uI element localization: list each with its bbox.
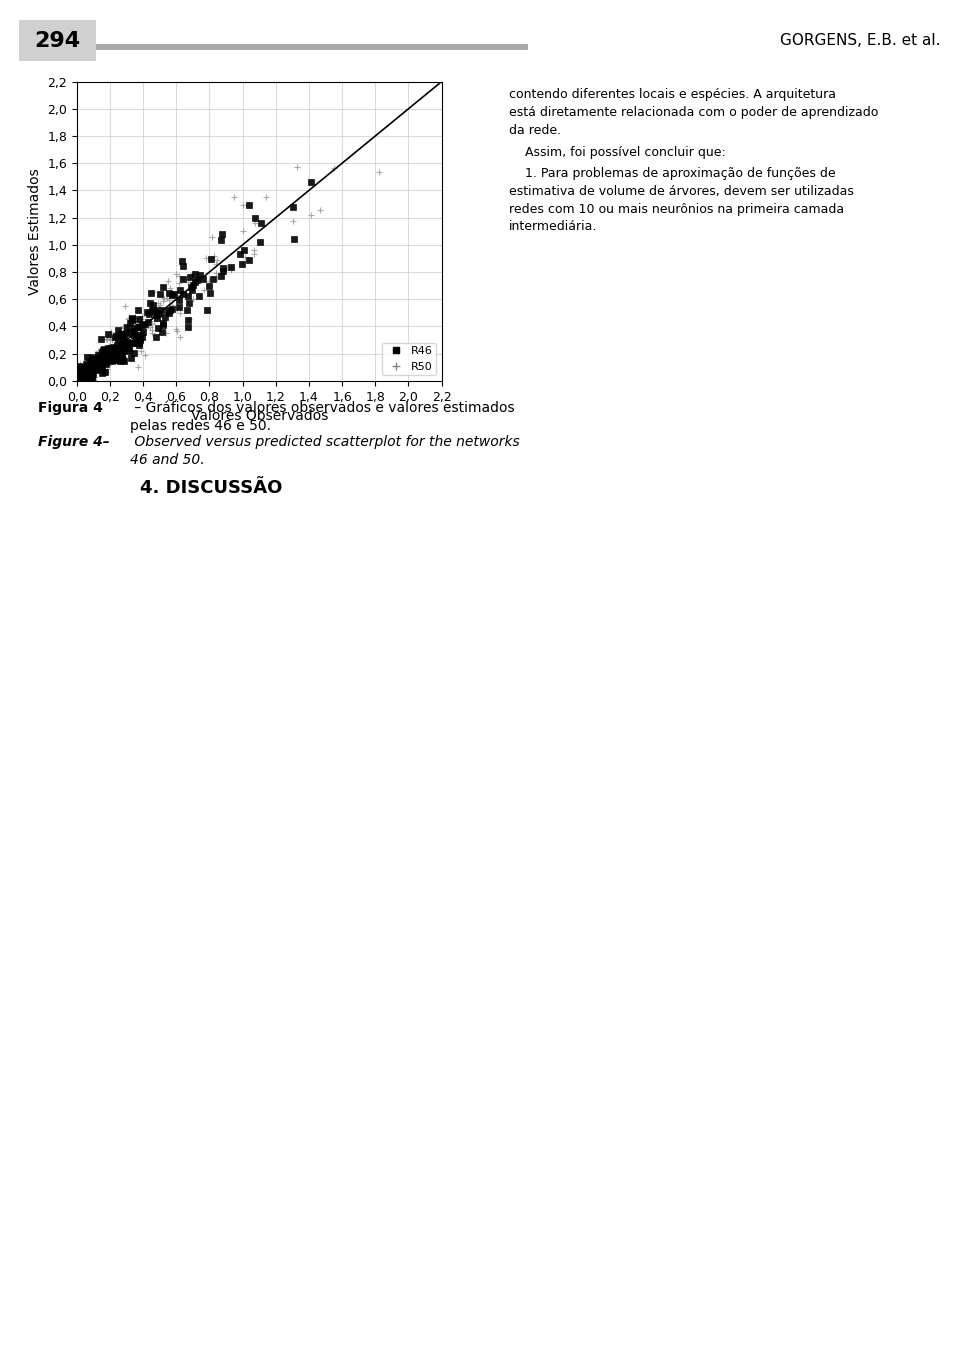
Text: Observed versus predicted scatterplot for the networks: Observed versus predicted scatterplot fo… [130,435,519,449]
Text: da rede.: da rede. [509,124,561,137]
Text: redes com 10 ou mais neurônios na primeira camada: redes com 10 ou mais neurônios na primei… [509,203,844,216]
Text: Figura 4: Figura 4 [38,401,104,415]
Text: pelas redes 46 e 50.: pelas redes 46 e 50. [130,419,271,432]
Text: 4. DISCUSSÃO: 4. DISCUSSÃO [140,479,282,496]
Text: 1. Para problemas de aproximação de funções de: 1. Para problemas de aproximação de funç… [509,167,835,181]
Legend: R46, R50: R46, R50 [382,343,436,375]
X-axis label: Valores Observados: Valores Observados [190,409,328,423]
Text: Figure 4–: Figure 4– [38,435,110,449]
Text: está diretamente relacionada com o poder de aprendizado: está diretamente relacionada com o poder… [509,106,878,120]
Text: contendo diferentes locais e espécies. A arquitetura: contendo diferentes locais e espécies. A… [509,88,836,102]
Text: GORGENS, E.B. et al.: GORGENS, E.B. et al. [780,33,941,49]
Text: intermediária.: intermediária. [509,220,597,234]
Text: Assim, foi possível concluir que:: Assim, foi possível concluir que: [509,146,726,159]
Text: 46 and 50.: 46 and 50. [130,453,204,466]
Text: – Gráficos dos valores observados e valores estimados: – Gráficos dos valores observados e valo… [130,401,515,415]
Text: estimativa de volume de árvores, devem ser utilizadas: estimativa de volume de árvores, devem s… [509,185,853,199]
Y-axis label: Valores Estimados: Valores Estimados [28,167,41,295]
Text: 294: 294 [35,31,81,50]
